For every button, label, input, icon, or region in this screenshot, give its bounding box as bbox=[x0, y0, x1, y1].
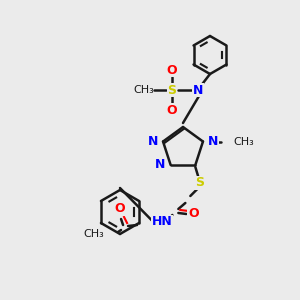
Text: N: N bbox=[193, 83, 203, 97]
Text: O: O bbox=[188, 208, 199, 220]
Text: O: O bbox=[115, 202, 125, 215]
Text: CH₃: CH₃ bbox=[233, 136, 254, 146]
Text: HN: HN bbox=[152, 215, 173, 229]
Text: CH₃: CH₃ bbox=[83, 229, 104, 239]
Text: N: N bbox=[208, 135, 218, 148]
Text: O: O bbox=[167, 64, 177, 76]
Text: CH₃: CH₃ bbox=[134, 85, 154, 95]
Text: O: O bbox=[167, 103, 177, 116]
Text: N: N bbox=[148, 135, 158, 148]
Text: S: S bbox=[167, 83, 176, 97]
Text: N: N bbox=[155, 158, 166, 172]
Text: S: S bbox=[195, 176, 204, 190]
